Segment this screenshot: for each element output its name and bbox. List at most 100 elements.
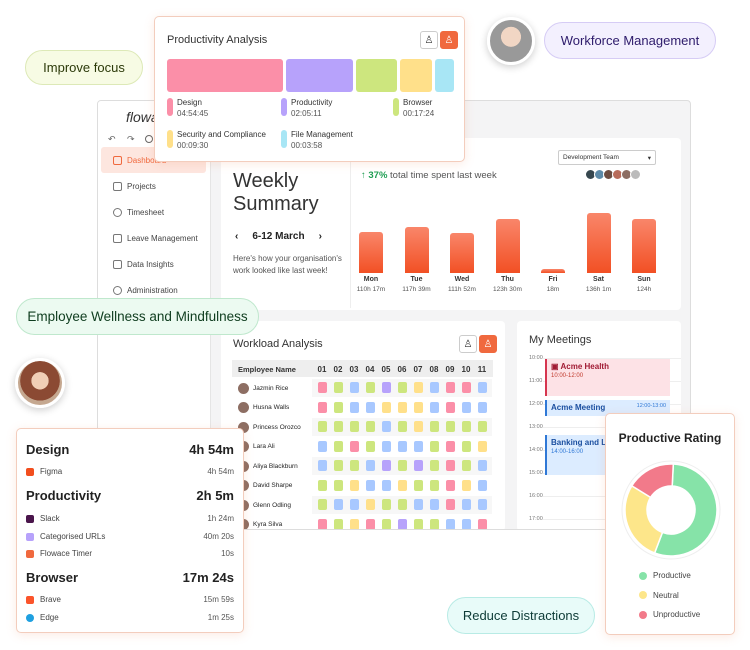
workload-cell[interactable] (462, 499, 471, 510)
workload-cell[interactable] (398, 421, 407, 432)
workload-cell[interactable] (382, 499, 391, 510)
workload-cell[interactable] (366, 440, 375, 452)
workload-cell[interactable] (414, 421, 423, 432)
workload-cell[interactable] (430, 382, 439, 393)
workload-cell[interactable] (398, 479, 407, 491)
employee-row[interactable]: Husna Walls (238, 402, 289, 414)
workload-cell[interactable] (382, 460, 391, 471)
workload-cell[interactable] (462, 479, 471, 491)
workload-cell[interactable] (430, 421, 439, 432)
workload-cell[interactable] (318, 421, 327, 432)
workload-cell[interactable] (318, 499, 327, 510)
workload-cell[interactable] (430, 479, 439, 491)
workload-cell[interactable] (414, 518, 423, 529)
employee-row[interactable]: Jazmin Rice (238, 382, 288, 394)
workload-cell[interactable] (398, 382, 407, 393)
search-icon[interactable] (145, 135, 153, 143)
sidebar-item-leave[interactable]: Leave Management (101, 225, 206, 251)
workload-cell[interactable] (414, 499, 423, 510)
next-week-icon[interactable]: › (318, 231, 322, 242)
team-icon[interactable]: ♙ (479, 335, 497, 353)
workload-cell[interactable] (366, 499, 375, 510)
workload-cell[interactable] (398, 401, 407, 413)
workload-cell[interactable] (462, 421, 471, 432)
workload-cell[interactable] (366, 401, 375, 413)
workload-cell[interactable] (334, 401, 343, 413)
workload-cell[interactable] (446, 518, 455, 529)
workload-cell[interactable] (366, 421, 375, 432)
employee-row[interactable]: Princess Orozco (238, 421, 301, 433)
workload-cell[interactable] (478, 499, 487, 510)
workload-cell[interactable] (398, 499, 407, 510)
workload-cell[interactable] (382, 479, 391, 491)
meeting-event-acme-health[interactable]: ▣ Acme Health 10:00-12:00 (545, 359, 670, 396)
workload-cell[interactable] (414, 401, 423, 413)
workload-cell[interactable] (382, 401, 391, 413)
workload-cell[interactable] (318, 382, 327, 393)
team-icon[interactable]: ♙ (440, 31, 458, 49)
workload-cell[interactable] (350, 479, 359, 491)
workload-cell[interactable] (350, 499, 359, 510)
workload-cell[interactable] (462, 440, 471, 452)
workload-cell[interactable] (366, 518, 375, 529)
sidebar-item-admin[interactable]: Administration (101, 277, 206, 303)
workload-cell[interactable] (462, 460, 471, 471)
workload-cell[interactable] (366, 479, 375, 491)
workload-cell[interactable] (414, 460, 423, 471)
employee-row[interactable]: Kyra Silva (238, 519, 282, 529)
workload-cell[interactable] (478, 382, 487, 393)
workload-cell[interactable] (318, 460, 327, 471)
workload-cell[interactable] (446, 382, 455, 393)
employee-row[interactable]: Aliya Blackburn (238, 460, 298, 472)
workload-cell[interactable] (414, 479, 423, 491)
workload-cell[interactable] (430, 518, 439, 529)
workload-cell[interactable] (334, 479, 343, 491)
workload-cell[interactable] (318, 440, 327, 452)
workload-cell[interactable] (334, 460, 343, 471)
workload-cell[interactable] (398, 440, 407, 452)
workload-cell[interactable] (446, 499, 455, 510)
workload-cell[interactable] (446, 421, 455, 432)
workload-cell[interactable] (414, 382, 423, 393)
prev-week-icon[interactable]: ‹ (235, 231, 239, 242)
workload-cell[interactable] (446, 479, 455, 491)
employee-row[interactable]: David Sharpe (238, 480, 292, 492)
workload-cell[interactable] (446, 401, 455, 413)
sidebar-item-timesheet[interactable]: Timesheet (101, 199, 206, 225)
workload-cell[interactable] (414, 440, 423, 452)
workload-cell[interactable] (446, 440, 455, 452)
sidebar-item-insights[interactable]: Data Insights (101, 251, 206, 277)
workload-cell[interactable] (350, 382, 359, 393)
team-select[interactable]: Development Team ▾ (558, 150, 656, 165)
workload-cell[interactable] (446, 460, 455, 471)
workload-cell[interactable] (318, 401, 327, 413)
workload-cell[interactable] (382, 518, 391, 529)
workload-cell[interactable] (462, 518, 471, 529)
workload-cell[interactable] (398, 460, 407, 471)
workload-cell[interactable] (334, 440, 343, 452)
user-icon[interactable]: ♙ (420, 31, 438, 49)
forward-icon[interactable]: ↷ (127, 134, 135, 144)
user-icon[interactable]: ♙ (459, 335, 477, 353)
sidebar-item-projects[interactable]: Projects (101, 173, 206, 199)
workload-cell[interactable] (478, 479, 487, 491)
workload-cell[interactable] (382, 421, 391, 432)
workload-cell[interactable] (382, 440, 391, 452)
workload-cell[interactable] (334, 518, 343, 529)
workload-cell[interactable] (430, 401, 439, 413)
workload-cell[interactable] (366, 460, 375, 471)
workload-cell[interactable] (334, 382, 343, 393)
workload-cell[interactable] (478, 401, 487, 413)
workload-cell[interactable] (350, 401, 359, 413)
workload-cell[interactable] (478, 440, 487, 452)
workload-cell[interactable] (334, 499, 343, 510)
workload-cell[interactable] (366, 382, 375, 393)
workload-cell[interactable] (478, 460, 487, 471)
workload-cell[interactable] (462, 382, 471, 393)
employee-row[interactable]: Glenn Odling (238, 499, 291, 511)
workload-cell[interactable] (350, 421, 359, 432)
workload-cell[interactable] (382, 382, 391, 393)
meeting-event-acme-meeting[interactable]: Acme Meeting 12:00-13:00 (545, 400, 670, 416)
workload-cell[interactable] (350, 440, 359, 452)
workload-cell[interactable] (350, 460, 359, 471)
